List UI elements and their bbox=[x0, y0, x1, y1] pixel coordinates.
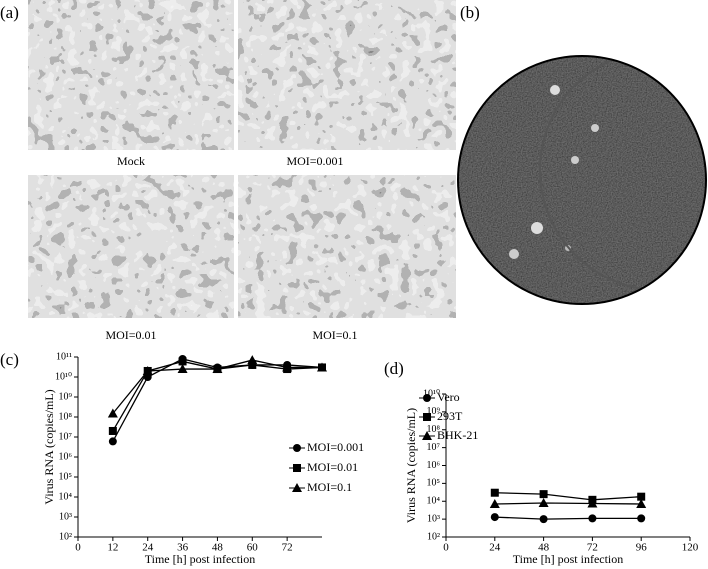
y-tick-label: 10³ bbox=[59, 511, 72, 522]
y-tick-label: 10⁹ bbox=[59, 391, 73, 402]
marker bbox=[212, 364, 223, 374]
y-tick-label: 10⁶ bbox=[59, 451, 73, 462]
x-tick-label: 72 bbox=[587, 542, 598, 554]
y-tick-label: 10⁷ bbox=[59, 431, 73, 442]
marker bbox=[637, 492, 646, 501]
marker bbox=[108, 426, 117, 435]
x-tick-label: 60 bbox=[247, 542, 259, 554]
marker bbox=[489, 499, 500, 509]
y-axis-title: Virus RNA (copies/mL) bbox=[42, 389, 56, 504]
marker bbox=[293, 464, 301, 472]
marker bbox=[293, 444, 301, 452]
marker bbox=[178, 357, 187, 366]
y-axis-title: Virus RNA (copies/mL) bbox=[404, 408, 418, 523]
y-tick-label: 10⁹ bbox=[427, 406, 441, 417]
x-axis-title: Time [h] post infection bbox=[513, 552, 624, 566]
series-line bbox=[494, 516, 642, 520]
marker bbox=[107, 408, 118, 418]
marker bbox=[539, 490, 548, 499]
marker bbox=[636, 499, 647, 509]
x-tick-label: 36 bbox=[177, 542, 189, 554]
x-tick-label: 0 bbox=[443, 542, 449, 554]
x-tick-label: 120 bbox=[682, 542, 699, 554]
caption: Mock bbox=[117, 154, 145, 168]
marker bbox=[587, 498, 598, 508]
legend-label: MOI=0.001 bbox=[307, 440, 364, 454]
y-tick-label: 10⁸ bbox=[59, 411, 73, 422]
series-line bbox=[494, 502, 642, 505]
micrograph bbox=[238, 0, 456, 150]
panel-label: (b) bbox=[460, 3, 480, 22]
caption: MOI=0.1 bbox=[312, 328, 357, 342]
y-tick-label: 10⁴ bbox=[59, 491, 73, 502]
panel-label: (a) bbox=[0, 3, 19, 22]
panel-label: (d) bbox=[384, 359, 404, 378]
x-tick-label: 96 bbox=[636, 542, 648, 554]
marker bbox=[538, 497, 549, 507]
y-tick-label: 10⁷ bbox=[427, 442, 441, 453]
marker bbox=[490, 488, 499, 497]
x-axis-title: Time [h] post infection bbox=[145, 552, 256, 566]
y-tick-label: 10⁶ bbox=[427, 460, 441, 471]
marker bbox=[637, 514, 646, 523]
y-tick-label: 10⁵ bbox=[59, 471, 73, 482]
series-line bbox=[494, 492, 642, 501]
legend-label: MOI=0.1 bbox=[307, 480, 352, 494]
y-tick-label: 10⁸ bbox=[427, 424, 441, 435]
caption: MOI=0.001 bbox=[286, 154, 343, 168]
legend-label: MOI=0.01 bbox=[307, 460, 358, 474]
plaque-dish bbox=[458, 56, 706, 304]
y-tick-label: 10¹¹ bbox=[56, 351, 72, 362]
x-tick-label: 0 bbox=[75, 542, 81, 554]
x-tick-label: 24 bbox=[142, 542, 154, 554]
x-tick-label: 48 bbox=[538, 542, 550, 554]
marker bbox=[588, 514, 597, 523]
marker bbox=[248, 360, 257, 369]
marker bbox=[292, 483, 302, 492]
x-tick-label: 12 bbox=[107, 542, 118, 554]
y-tick-label: 10¹⁰ bbox=[423, 388, 440, 399]
x-tick-label: 48 bbox=[212, 542, 224, 554]
marker bbox=[282, 362, 293, 372]
y-tick-label: 10² bbox=[427, 531, 440, 542]
marker bbox=[423, 394, 431, 402]
panel-label: (c) bbox=[0, 350, 19, 369]
caption: MOI=0.01 bbox=[105, 328, 156, 342]
y-tick-label: 10⁴ bbox=[427, 496, 441, 507]
legend-label: Vero bbox=[437, 390, 460, 404]
micrograph bbox=[28, 0, 234, 150]
y-tick-label: 10¹⁰ bbox=[55, 371, 72, 382]
x-tick-label: 72 bbox=[282, 542, 293, 554]
dish-rim bbox=[457, 55, 707, 305]
y-tick-label: 10⁵ bbox=[427, 478, 441, 489]
micrograph bbox=[28, 175, 234, 318]
marker bbox=[490, 513, 499, 522]
marker bbox=[317, 362, 327, 372]
marker bbox=[177, 364, 188, 374]
marker bbox=[539, 515, 548, 524]
y-tick-label: 10³ bbox=[427, 513, 440, 524]
marker bbox=[422, 431, 432, 440]
marker bbox=[108, 437, 117, 446]
legend-label: BHK-21 bbox=[437, 428, 478, 442]
x-tick-label: 24 bbox=[489, 542, 501, 554]
legend-label: 293T bbox=[437, 409, 463, 423]
marker bbox=[142, 365, 153, 375]
micrograph bbox=[238, 175, 456, 318]
marker bbox=[247, 355, 258, 365]
y-tick-label: 10² bbox=[59, 531, 72, 542]
marker bbox=[423, 413, 431, 421]
